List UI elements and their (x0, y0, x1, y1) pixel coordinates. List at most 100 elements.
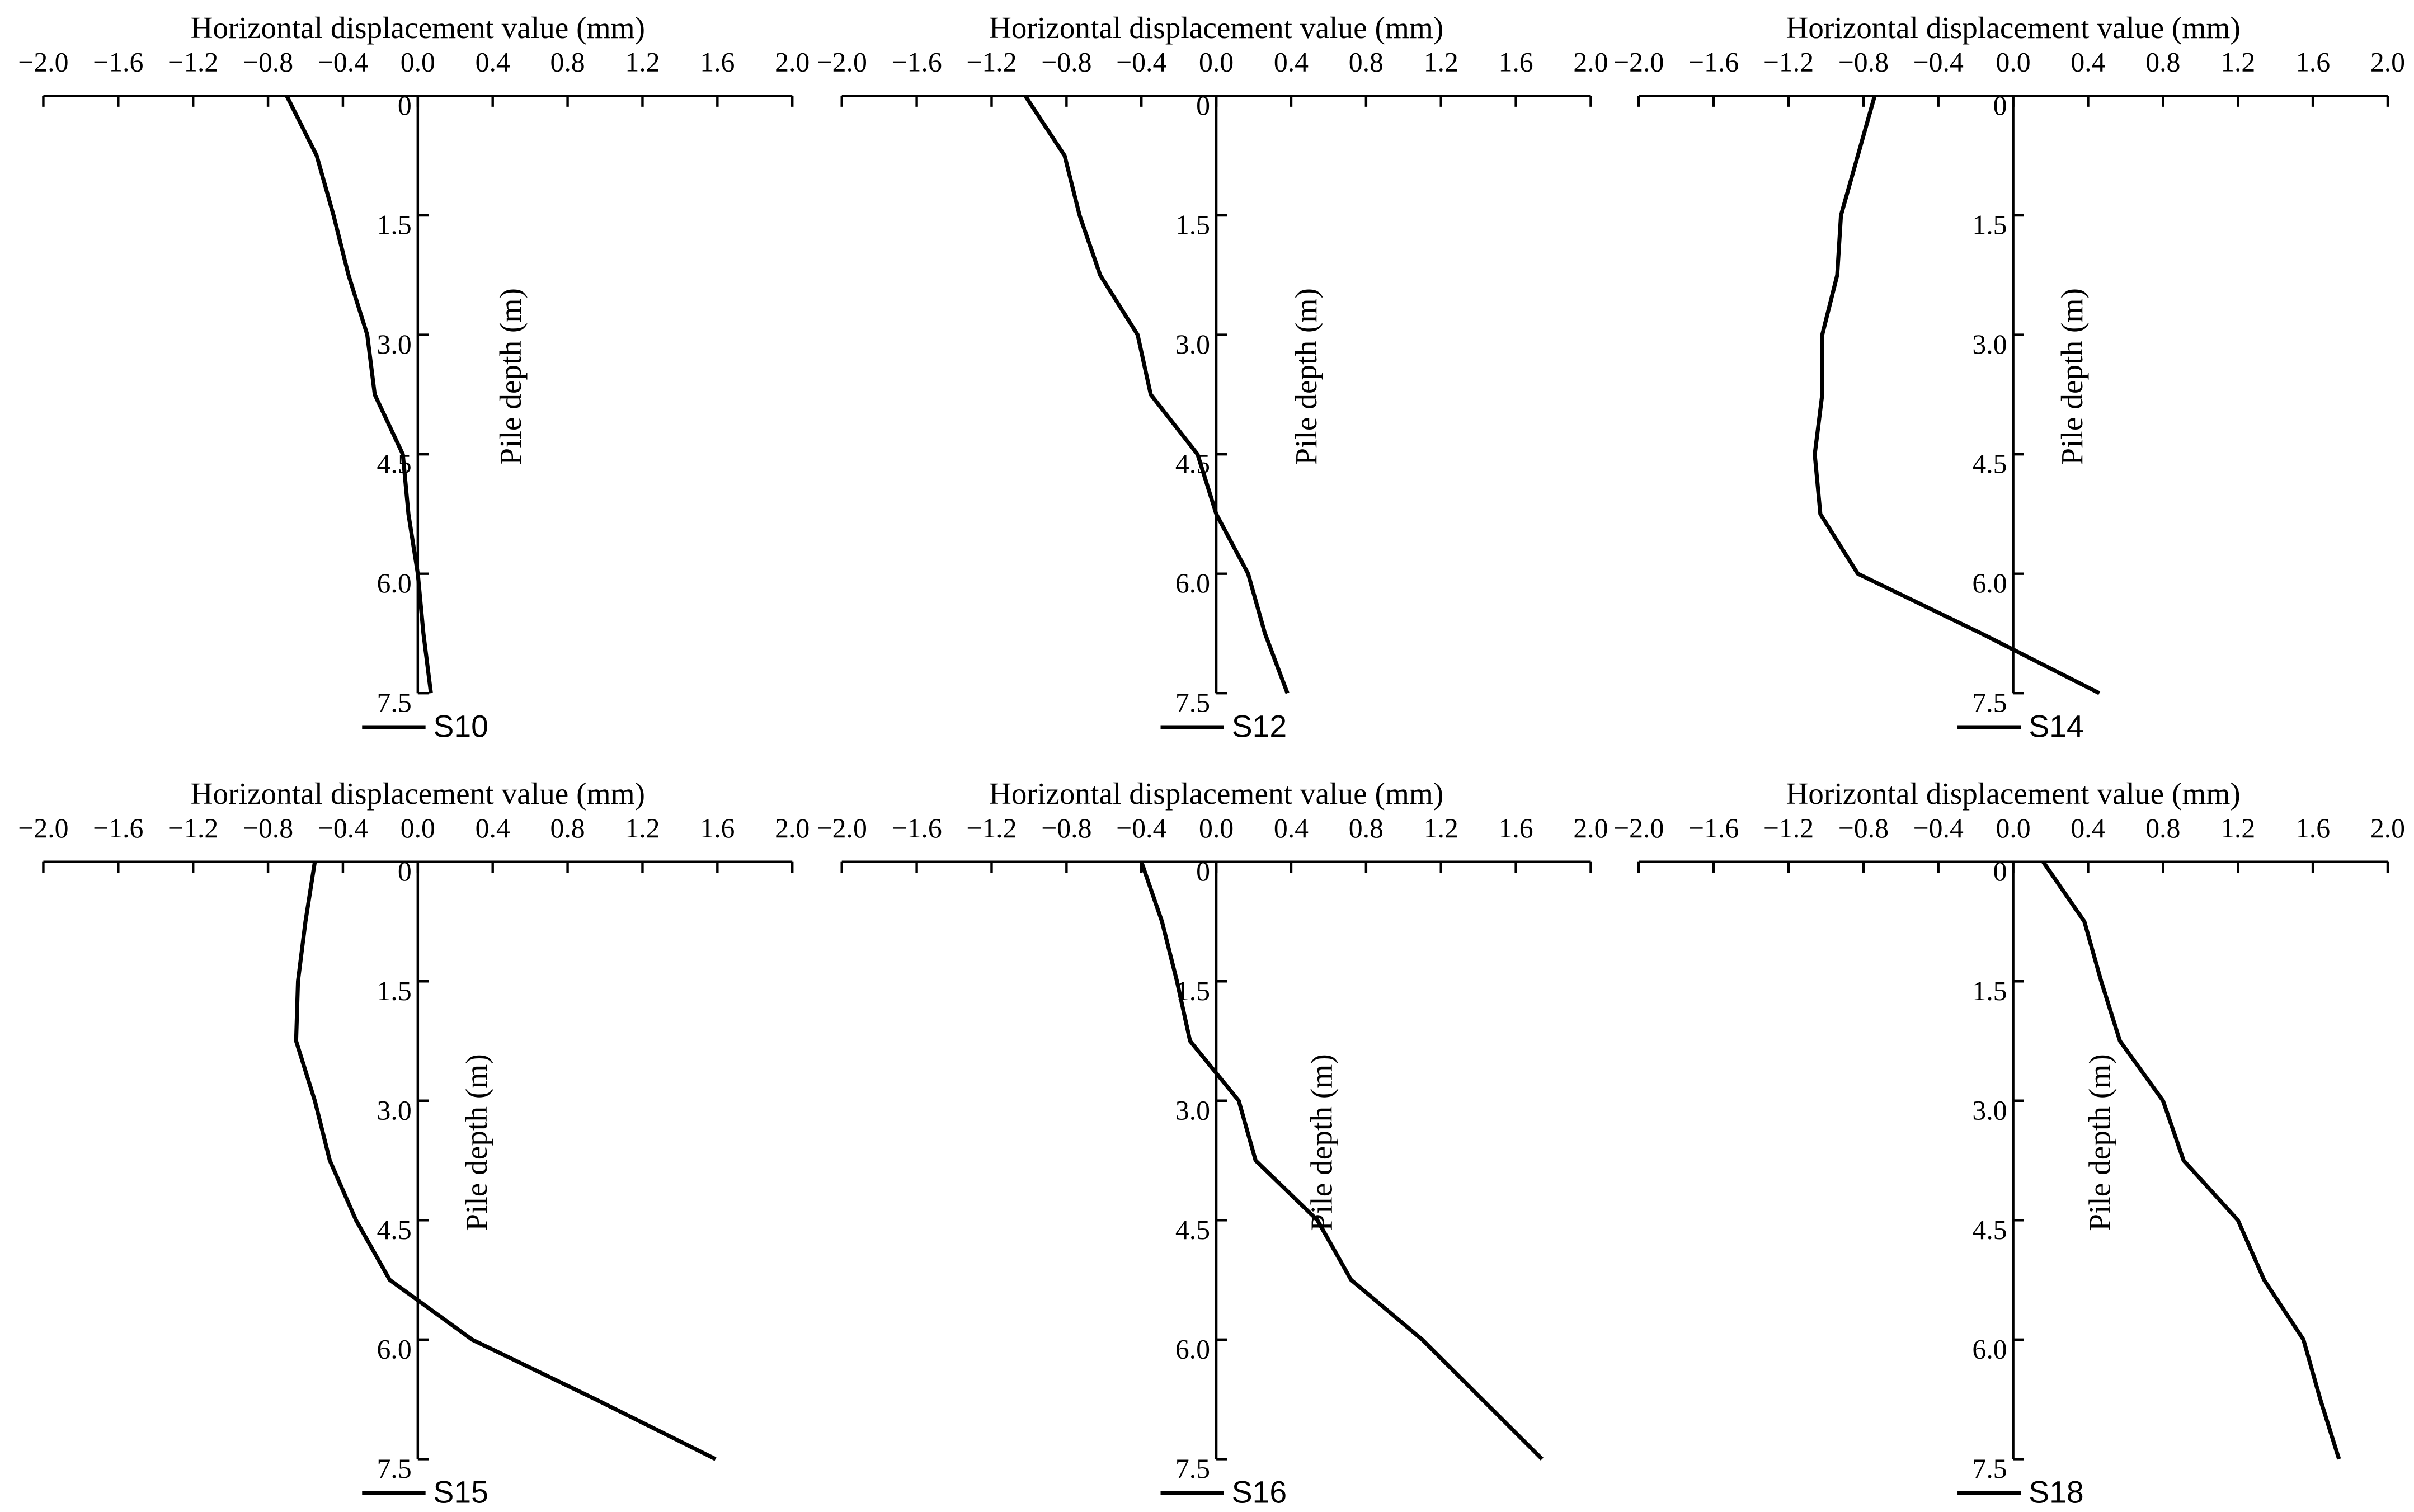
x-tick-label: 2.0 (775, 47, 810, 78)
y-tick-label: 6.0 (1972, 1334, 2007, 1364)
y-tick-label: 0 (1196, 90, 1210, 121)
y-tick-label: 1.5 (377, 976, 412, 1006)
y-tick-label: 6.0 (1175, 1334, 1210, 1364)
x-tick-label: −2.0 (18, 813, 68, 844)
x-tick-label: 0.8 (550, 813, 585, 844)
x-tick-label: 0.8 (550, 47, 585, 78)
x-tick-label: −1.2 (168, 813, 218, 844)
x-tick-label: 2.0 (1573, 813, 1608, 844)
x-tick-label: 0.0 (401, 813, 435, 844)
x-tick-label: −0.8 (243, 47, 293, 78)
data-line (2041, 860, 2341, 1460)
legend-label: S10 (433, 709, 488, 743)
x-tick-label: −1.6 (1688, 47, 1739, 78)
x-tick-label: −1.6 (93, 47, 143, 78)
x-tick-label: −2.0 (817, 813, 867, 844)
y-tick-label: 3.0 (1972, 329, 2007, 360)
x-tick-label: 1.2 (1424, 813, 1458, 844)
x-tick-label: 1.6 (1498, 813, 1533, 844)
x-tick-label: −1.6 (891, 47, 942, 78)
x-tick-label: 0.8 (2145, 47, 2180, 78)
x-tick-label: −2.0 (1613, 813, 1664, 844)
y-tick-label: 4.5 (1175, 1214, 1210, 1245)
x-tick-label: 0.0 (1996, 813, 2030, 844)
x-tick-label: −2.0 (1613, 47, 1664, 78)
y-tick-label: 3.0 (1175, 1095, 1210, 1125)
data-line (285, 95, 433, 694)
x-tick-label: −1.6 (1688, 813, 1739, 844)
x-tick-label: −1.2 (966, 47, 1017, 78)
x-tick-label: −2.0 (817, 47, 867, 78)
y-axis-title: Pile depth (m) (1289, 288, 1323, 465)
x-axis-title: Horizontal displacement value (mm) (989, 11, 1444, 45)
x-tick-label: 0.8 (2145, 813, 2180, 844)
y-axis-title: Pile depth (m) (2055, 288, 2089, 465)
x-tick-label: −1.2 (1763, 47, 1814, 78)
y-tick-label: 7.5 (1972, 1453, 2007, 1484)
x-tick-label: 1.6 (2295, 813, 2330, 844)
y-tick-label: 0 (398, 90, 412, 121)
x-axis-title: Horizontal displacement value (mm) (191, 11, 646, 45)
y-axis-title: Pile depth (m) (459, 1054, 493, 1231)
x-tick-label: −1.2 (1763, 813, 1814, 844)
y-tick-label: 3.0 (1175, 329, 1210, 360)
x-tick-label: 0.0 (1199, 47, 1234, 78)
x-tick-label: −0.8 (1838, 47, 1889, 78)
y-tick-label: 6.0 (377, 568, 412, 599)
y-tick-label: 1.5 (1972, 976, 2007, 1006)
data-line (294, 861, 717, 1461)
x-tick-label: 0.0 (401, 47, 435, 78)
x-tick-label: −1.6 (93, 813, 143, 844)
x-tick-label: −0.4 (318, 813, 368, 844)
y-tick-label: 0 (1993, 856, 2007, 887)
legend-label: S15 (433, 1475, 488, 1510)
y-tick-label: 3.0 (377, 329, 412, 360)
x-tick-label: 0.8 (1349, 47, 1384, 78)
x-tick-label: 0.4 (476, 47, 510, 78)
x-tick-label: −0.4 (1913, 813, 1964, 844)
x-tick-label: −1.2 (168, 47, 218, 78)
data-line (1139, 861, 1544, 1461)
legend-label: S18 (2029, 1475, 2083, 1510)
x-tick-label: 0.4 (1274, 813, 1309, 844)
x-tick-label: 1.6 (1498, 47, 1533, 78)
y-tick-label: 7.5 (377, 687, 412, 718)
legend-label: S16 (1232, 1475, 1287, 1510)
y-tick-label: 1.5 (377, 210, 412, 241)
x-tick-label: 0.0 (1199, 813, 1234, 844)
y-tick-label: 3.0 (1972, 1095, 2007, 1125)
x-tick-label: −0.4 (318, 47, 368, 78)
x-axis-title: Horizontal displacement value (mm) (989, 776, 1444, 811)
x-tick-label: −0.4 (1116, 47, 1166, 78)
y-tick-label: 4.5 (377, 1214, 412, 1245)
x-tick-label: 1.2 (2220, 47, 2255, 78)
x-tick-label: −0.8 (1041, 813, 1091, 844)
data-line (1813, 95, 2101, 695)
y-tick-label: 7.5 (1972, 687, 2007, 718)
x-tick-label: 2.0 (2370, 813, 2405, 844)
y-tick-label: 7.5 (1175, 687, 1210, 718)
y-tick-label: 6.0 (377, 1334, 412, 1364)
x-tick-label: 0.4 (476, 813, 510, 844)
data-line (1023, 95, 1290, 694)
x-tick-label: −0.4 (1116, 813, 1166, 844)
x-tick-label: 1.2 (1424, 47, 1458, 78)
x-tick-label: −2.0 (18, 47, 68, 78)
legend-label: S12 (1232, 709, 1287, 743)
y-axis-title: Pile depth (m) (2083, 1054, 2117, 1231)
x-tick-label: −0.8 (243, 813, 293, 844)
y-tick-label: 1.5 (1175, 210, 1210, 241)
y-tick-label: 4.5 (1972, 449, 2007, 479)
y-tick-label: 7.5 (1175, 1453, 1210, 1484)
y-tick-label: 3.0 (377, 1095, 412, 1125)
x-axis-title: Horizontal displacement value (mm) (1786, 11, 2241, 45)
x-tick-label: 1.2 (625, 47, 660, 78)
x-tick-label: 2.0 (2370, 47, 2405, 78)
x-tick-label: −0.8 (1838, 813, 1889, 844)
x-tick-label: −1.6 (891, 813, 942, 844)
y-tick-label: 7.5 (377, 1453, 412, 1484)
x-tick-label: 1.2 (625, 813, 660, 844)
x-tick-label: 0.4 (1274, 47, 1309, 78)
x-tick-label: 1.2 (2220, 813, 2255, 844)
y-tick-label: 6.0 (1972, 568, 2007, 599)
